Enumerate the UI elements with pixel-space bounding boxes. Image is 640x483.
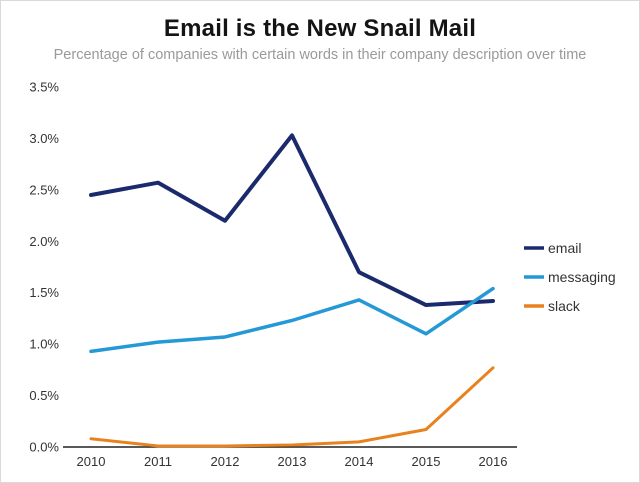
series-line-messaging xyxy=(89,286,495,354)
y-axis-tick-label: 0.5% xyxy=(29,388,59,403)
x-axis-tick-label: 2013 xyxy=(278,454,307,469)
chart-subtitle: Percentage of companies with certain wor… xyxy=(53,47,587,63)
x-axis-tick-label: 2010 xyxy=(77,454,106,469)
legend-label-slack: slack xyxy=(548,298,581,314)
x-axis-tick-label: 2015 xyxy=(412,454,441,469)
x-axis-tick-label: 2016 xyxy=(479,454,508,469)
line-chart: 0.0% 0.5% 1.0% 1.5% 2.0% 2.5% 3.0% 3.5% 2010 2011… xyxy=(29,80,616,470)
series-line-slack xyxy=(89,366,495,448)
y-axis-tick-label: 1.0% xyxy=(29,337,59,352)
y-axis-tick-label: 2.0% xyxy=(29,234,59,249)
y-axis-tick-label: 3.5% xyxy=(29,80,59,95)
y-axis-tick-label: 3.0% xyxy=(29,131,59,146)
x-axis-tick-label: 2011 xyxy=(144,454,172,469)
legend-label-email: email xyxy=(548,240,581,256)
y-axis-tick-label: 0.0% xyxy=(29,440,59,455)
series-line-email xyxy=(89,133,495,308)
y-axis-tick-label: 1.5% xyxy=(29,285,59,300)
legend-label-messaging: messaging xyxy=(548,269,616,285)
chart-title: Email is the New Snail Mail xyxy=(163,15,477,42)
y-axis-tick-label: 2.5% xyxy=(29,182,59,197)
x-axis-tick-label: 2012 xyxy=(211,454,240,469)
x-axis-tick-label: 2014 xyxy=(345,454,374,469)
